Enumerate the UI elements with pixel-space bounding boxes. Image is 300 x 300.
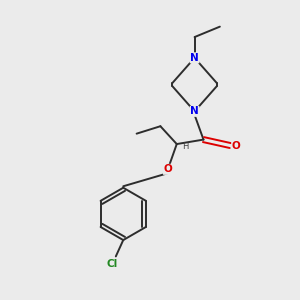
Text: O: O: [232, 140, 241, 151]
Text: H: H: [182, 142, 188, 151]
Text: N: N: [190, 53, 199, 63]
Text: O: O: [164, 164, 172, 174]
Text: Cl: Cl: [106, 260, 118, 269]
Text: N: N: [190, 106, 199, 116]
